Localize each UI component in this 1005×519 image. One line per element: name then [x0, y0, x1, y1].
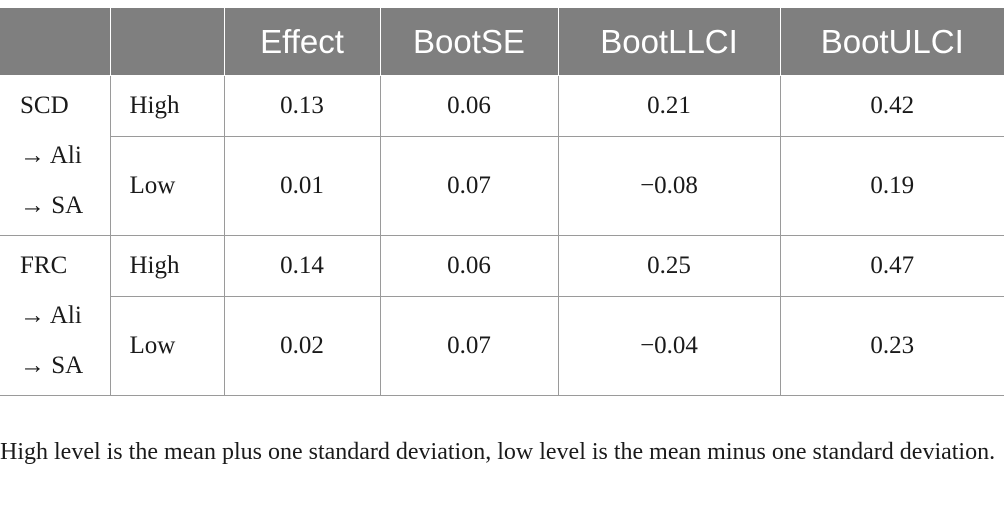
- path-line: → SA: [20, 351, 84, 379]
- level-cell: Low: [110, 136, 225, 236]
- path-line: SCD: [20, 91, 69, 119]
- bootse-cell: 0.07: [379, 136, 559, 236]
- table-row: SCD → Ali → SA High 0.13 0.06 0.21 0.42: [0, 75, 1004, 236]
- results-table: Effect BootSE BootLLCI BootULCI SCD → Al…: [0, 8, 1004, 396]
- bootulci-cell: 0.19: [779, 136, 1004, 236]
- level-cell: High: [109, 235, 225, 297]
- effect-cell: 0.13: [223, 75, 381, 137]
- header-level: [109, 8, 225, 76]
- path-line: → SA: [20, 191, 84, 219]
- path-line: → Ali: [20, 301, 82, 329]
- table-footnote: High level is the mean plus one standard…: [0, 439, 996, 465]
- level-cell: Low: [110, 296, 225, 396]
- table-row: FRC → Ali → SA High 0.14 0.06 0.25 0.47: [0, 235, 1004, 396]
- bootllci-cell: 0.25: [557, 235, 781, 297]
- bootse-cell: 0.06: [379, 75, 559, 137]
- bootllci-cell: −0.08: [557, 136, 781, 236]
- header-row: Effect BootSE BootLLCI BootULCI: [0, 8, 1004, 76]
- path-line: → Ali: [20, 141, 82, 169]
- bootse-cell: 0.07: [379, 296, 559, 396]
- header-bootse: BootSE: [379, 8, 559, 76]
- bootllci-cell: 0.21: [557, 75, 781, 137]
- table-row: Low 0.01 0.07 −0.08 0.19: [0, 136, 1004, 236]
- header-path: [0, 8, 111, 76]
- bootulci-cell: 0.47: [779, 235, 1004, 297]
- level-cell: High: [109, 75, 225, 137]
- bootllci-cell: −0.04: [557, 296, 781, 396]
- path-label: FRC → Ali → SA: [0, 235, 111, 396]
- header-effect: Effect: [223, 8, 381, 76]
- path-label: SCD → Ali → SA: [0, 75, 111, 236]
- bootulci-cell: 0.23: [779, 296, 1004, 396]
- effect-cell: 0.01: [223, 136, 381, 236]
- bootse-cell: 0.06: [379, 235, 559, 297]
- bootulci-cell: 0.42: [779, 75, 1004, 137]
- header-bootllci: BootLLCI: [557, 8, 781, 76]
- effect-cell: 0.14: [223, 235, 381, 297]
- header-bootulci: BootULCI: [779, 8, 1004, 76]
- table-row: Low 0.02 0.07 −0.04 0.23: [0, 296, 1004, 396]
- effect-cell: 0.02: [223, 296, 381, 396]
- path-line: FRC: [20, 251, 68, 279]
